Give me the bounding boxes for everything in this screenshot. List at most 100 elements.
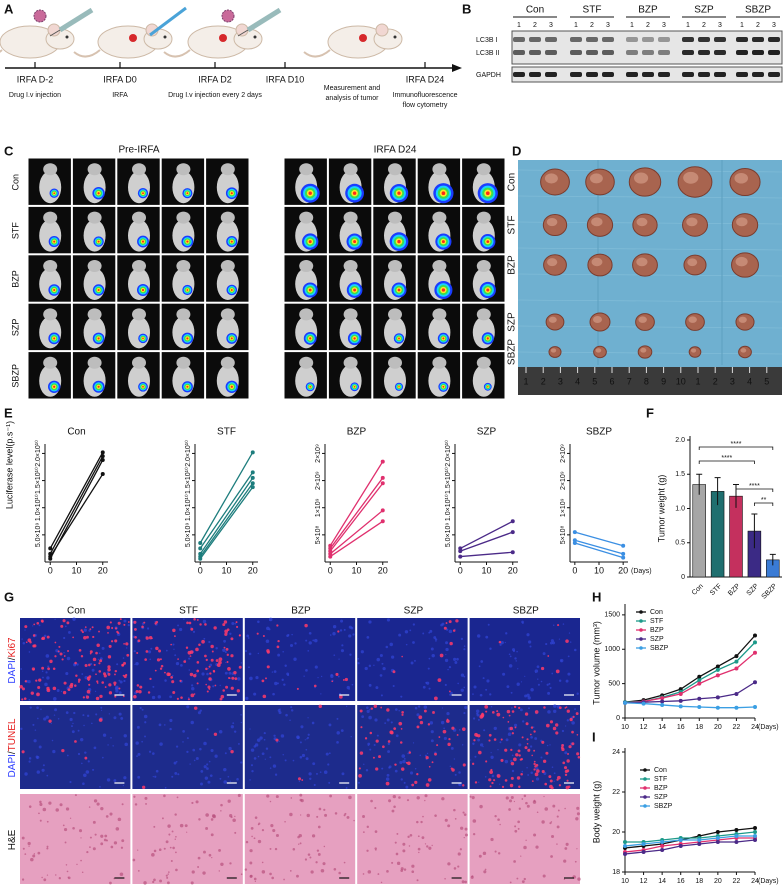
data-point — [678, 691, 683, 696]
virus — [33, 9, 47, 23]
positive-cell — [197, 669, 199, 672]
positive-cell — [107, 672, 111, 676]
nucleus — [327, 763, 330, 766]
positive-cell — [222, 623, 226, 627]
positive-cell — [514, 726, 517, 729]
nucleus — [357, 657, 360, 660]
bioluminescence — [308, 240, 312, 244]
legend-label: BZP — [650, 627, 664, 634]
tissue-texture — [46, 820, 49, 823]
bioluminescence — [398, 386, 400, 388]
positive-cell — [136, 651, 139, 655]
positive-cell — [63, 681, 67, 685]
nucleus — [444, 658, 449, 663]
nucleus — [405, 643, 408, 646]
positive-cell — [531, 780, 534, 782]
nucleus — [485, 688, 488, 691]
nucleus — [350, 735, 352, 738]
positive-cell — [116, 630, 119, 634]
nucleus — [155, 769, 159, 773]
nucleus — [332, 632, 336, 636]
bioluminescence — [353, 337, 356, 340]
nucleus — [526, 693, 530, 697]
positive-cell — [506, 709, 511, 714]
positive-cell — [98, 662, 101, 665]
tissue-texture — [516, 877, 519, 880]
positive-cell — [485, 710, 488, 713]
positive-cell — [433, 696, 438, 701]
nucleus — [52, 697, 57, 701]
positive-cell — [205, 667, 208, 671]
nucleus — [491, 774, 495, 778]
nucleus — [473, 685, 477, 689]
band — [752, 50, 764, 55]
tumor-highlight — [595, 348, 602, 353]
nucleus — [429, 721, 434, 725]
y-tick-label: 500 — [608, 680, 620, 687]
nucleus — [460, 673, 465, 677]
nucleus — [407, 752, 410, 755]
nucleus — [278, 740, 280, 743]
nucleus — [368, 715, 372, 720]
nucleus — [400, 778, 403, 781]
tissue-texture — [323, 808, 326, 811]
nucleus — [400, 695, 403, 698]
mouse-silhouette — [432, 163, 447, 176]
nucleus — [340, 649, 345, 653]
bioluminescence — [230, 240, 233, 243]
positive-cell — [234, 677, 238, 681]
tissue-texture — [80, 859, 82, 862]
nucleus — [477, 718, 480, 721]
chart-title: STF — [217, 427, 236, 438]
group-label: SZP — [694, 5, 714, 16]
nucleus — [24, 772, 28, 776]
nucleus — [294, 642, 297, 645]
nucleus — [85, 770, 90, 774]
data-point — [697, 674, 702, 679]
tumor-highlight — [547, 258, 558, 267]
mouse-silhouette — [87, 211, 102, 224]
nucleus — [81, 762, 83, 765]
nucleus — [65, 672, 69, 676]
tissue-texture — [253, 877, 257, 881]
nucleus — [527, 774, 529, 776]
tissue-texture — [153, 849, 157, 853]
nucleus — [517, 668, 519, 670]
legend-label: SBZP — [654, 803, 673, 810]
nucleus — [158, 723, 162, 727]
nucleus — [45, 715, 49, 719]
mouse-silhouette — [39, 268, 62, 300]
nucleus — [174, 654, 177, 657]
data-point — [458, 554, 463, 559]
nucleus — [201, 672, 205, 676]
nucleus — [123, 679, 126, 683]
tissue-texture — [505, 796, 509, 800]
nucleus — [338, 658, 340, 660]
positive-cell — [525, 722, 529, 726]
positive-cell — [233, 670, 237, 675]
tissue-texture — [145, 802, 147, 805]
positive-cell — [485, 760, 488, 763]
tissue-texture — [152, 880, 155, 884]
mouse-silhouette — [87, 308, 102, 321]
y-tick-label: 2×10⁹ — [560, 444, 567, 463]
nucleus — [149, 658, 152, 661]
tissue-texture — [105, 815, 109, 818]
nucleus — [440, 720, 445, 725]
ruler-number: 3 — [558, 376, 563, 386]
nucleus — [389, 642, 394, 647]
mouse-silhouette — [220, 163, 235, 176]
nucleus — [137, 752, 141, 756]
nucleus — [110, 736, 112, 739]
nucleus — [332, 625, 337, 629]
positive-cell — [114, 669, 118, 673]
mouse-silhouette — [83, 268, 106, 300]
band — [682, 72, 694, 77]
timeline-note: Measurement and — [324, 85, 381, 92]
tissue-texture — [521, 880, 525, 884]
nucleus — [312, 639, 315, 642]
band — [752, 37, 764, 42]
tissue-texture — [271, 876, 275, 880]
nucleus — [537, 678, 539, 680]
nucleus — [313, 783, 316, 786]
